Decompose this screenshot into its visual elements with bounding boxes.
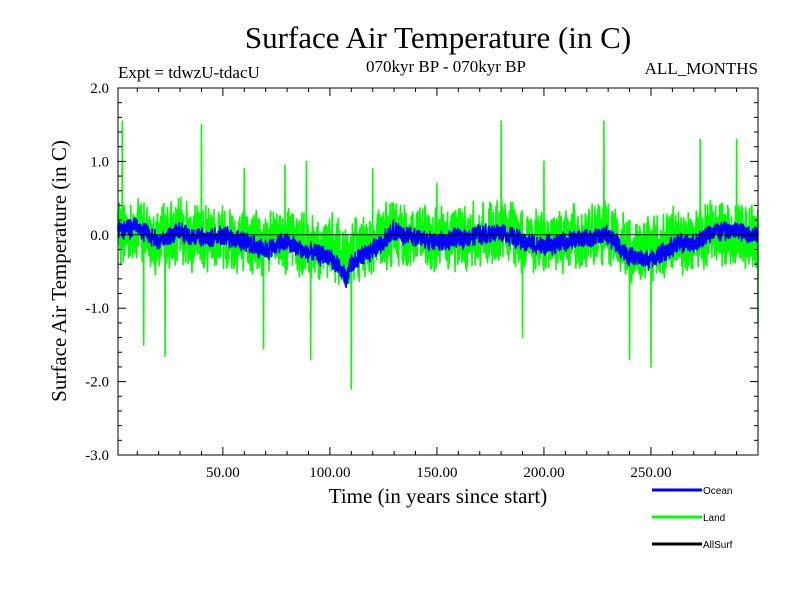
x-tick-label: 250.00: [630, 465, 671, 481]
series-line-land: [117, 120, 759, 390]
y-tick-label: -2.0: [85, 375, 109, 391]
series-line-ocean: [117, 217, 759, 289]
experiment-label: Expt = tdwzU-tdacU: [118, 63, 260, 82]
x-tick-label: 200.00: [523, 465, 564, 481]
x-tick-label: 150.00: [416, 465, 457, 481]
legend-label-allsurf: AllSurf: [703, 540, 733, 551]
y-tick-label: -1.0: [85, 301, 109, 317]
y-axis-label: Surface Air Temperature (in C): [47, 140, 71, 402]
chart-title: Surface Air Temperature (in C): [245, 20, 631, 55]
axis-ticks: 2.0 1.0 0.0 -1.0 -2.0 -3.0 50.00 100.00 150.00 20…: [85, 81, 758, 481]
x-tick-label: 50.00: [206, 465, 240, 481]
plot-frame: [117, 87, 759, 456]
months-label: ALL_MONTHS: [645, 59, 758, 78]
y-tick-label: 0.0: [90, 228, 109, 244]
y-tick-label: -3.0: [85, 448, 109, 464]
legend: Ocean Land AllSurf: [652, 486, 733, 551]
period-label: 070kyr BP - 070kyr BP: [366, 57, 526, 76]
legend-label-ocean: Ocean: [703, 486, 732, 497]
series-layer: [117, 120, 759, 390]
x-axis-label: Time (in years since start): [329, 484, 548, 508]
x-tick-label: 100.00: [309, 465, 350, 481]
y-tick-label: 1.0: [90, 154, 109, 170]
y-tick-label: 2.0: [90, 81, 109, 97]
legend-label-land: Land: [703, 513, 725, 524]
